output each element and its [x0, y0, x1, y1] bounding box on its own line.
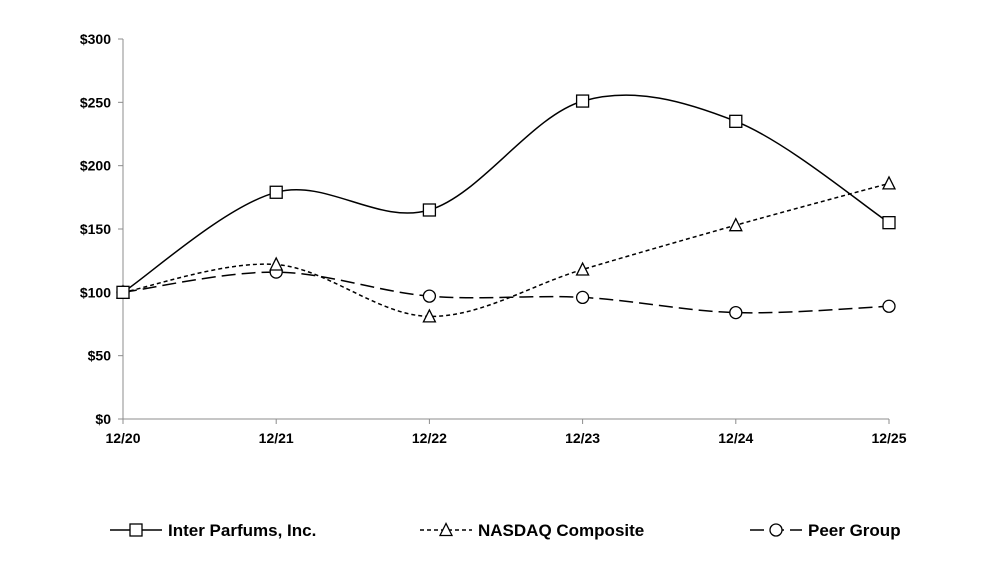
legend-item: NASDAQ Composite: [420, 521, 644, 540]
data-point-triangle: [575, 261, 590, 276]
data-point-triangle: [422, 308, 437, 323]
y-tick-label: $200: [80, 158, 111, 174]
data-point-triangle: [881, 175, 897, 190]
x-tick-label: 12/24: [718, 430, 753, 446]
data-point-square: [116, 285, 130, 299]
legend-marker-square: [129, 523, 143, 537]
y-tick-label: $0: [95, 411, 111, 427]
x-tick-label: 12/22: [412, 430, 447, 446]
data-point-triangle: [269, 256, 284, 271]
x-tick-label: 12/21: [259, 430, 294, 446]
x-tick-label: 12/23: [565, 430, 600, 446]
legend-marker-triangle: [438, 522, 454, 537]
data-point-square: [882, 216, 896, 230]
y-tick-label: $300: [80, 31, 111, 47]
data-point-circle: [729, 305, 743, 320]
data-point-square: [422, 203, 437, 217]
legend-marker-circle: [769, 523, 783, 537]
data-point-triangle: [728, 217, 743, 232]
y-tick-label: $100: [80, 284, 111, 300]
chart-axes: $0 $50 $100 $150 $200 $250 $300 12/20 12/21 12/22…: [80, 31, 907, 446]
y-tick-label: $50: [88, 348, 112, 364]
legend-label: Inter Parfums, Inc.: [168, 521, 316, 540]
series-line-square: [122, 94, 890, 293]
data-point-circle: [575, 290, 590, 305]
y-tick-label: $250: [80, 94, 111, 110]
series-line-triangle: [122, 182, 890, 318]
y-tick-label: $150: [80, 221, 111, 237]
data-point-circle: [882, 299, 896, 313]
data-point-square: [729, 114, 743, 128]
series-line-circle: [122, 271, 890, 314]
x-tick-label: 12/20: [105, 430, 140, 446]
legend-label: NASDAQ Composite: [478, 521, 644, 540]
data-point-circle: [422, 289, 437, 303]
data-point-square: [269, 185, 283, 199]
chart-series: [115, 94, 897, 323]
data-point-square: [575, 94, 590, 108]
legend-item: Peer Group: [750, 521, 901, 540]
legend-item: Inter Parfums, Inc.: [110, 521, 316, 540]
chart-legend: Inter Parfums, Inc. NASDAQ Composite Peer …: [110, 521, 901, 540]
legend-label: Peer Group: [808, 521, 901, 540]
x-tick-label: 12/25: [871, 430, 906, 446]
